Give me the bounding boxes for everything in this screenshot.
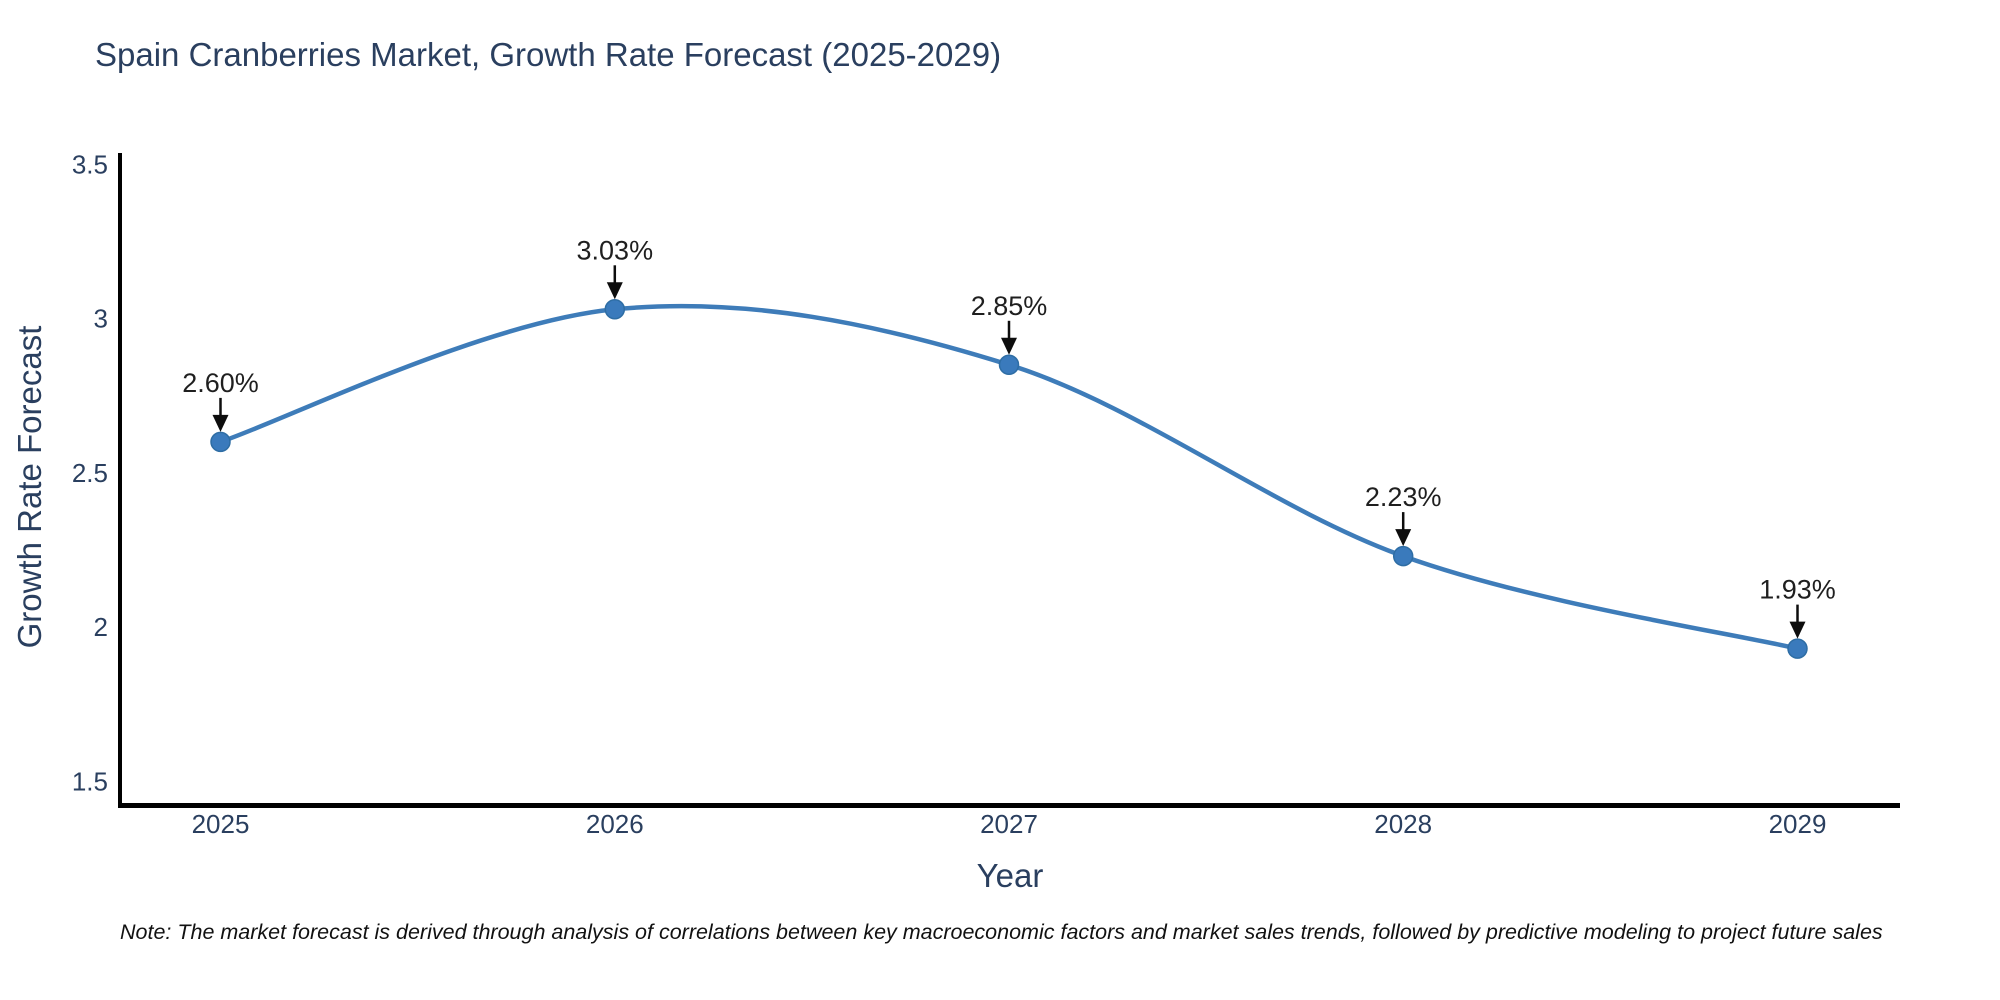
y-tick-label: 3 (94, 304, 108, 334)
annotation-arrowhead (212, 414, 229, 432)
data-point (1787, 638, 1808, 659)
data-point (210, 431, 231, 453)
annotation-arrowhead (1395, 529, 1412, 547)
annotation-label: 2.85% (971, 291, 1048, 321)
annotation-arrowhead (1789, 621, 1806, 639)
x-tick-label: 2028 (1374, 809, 1432, 839)
x-tick-label: 2025 (192, 809, 250, 839)
annotation-arrowhead (606, 282, 623, 300)
x-axis-title: Year (976, 857, 1044, 894)
y-axis-title: Growth Rate Forecast (11, 325, 48, 649)
footnote-text: Note: The market forecast is derived thr… (120, 920, 1883, 944)
annotation-label: 2.60% (182, 368, 259, 398)
annotation-arrowhead (1001, 337, 1017, 355)
chart-title: Spain Cranberries Market, Growth Rate Fo… (95, 36, 1002, 73)
x-tick-label: 2029 (1769, 809, 1827, 839)
y-tick-label: 2 (94, 612, 108, 642)
y-tick-label: 2.5 (72, 458, 108, 488)
annotation-label: 2.23% (1365, 482, 1442, 512)
data-point (604, 299, 626, 320)
annotation-label: 1.93% (1759, 575, 1836, 605)
data-point (998, 354, 1020, 376)
x-tick-label: 2026 (586, 809, 644, 839)
x-tick-label: 2027 (980, 809, 1038, 839)
data-point (1392, 545, 1414, 567)
annotation-label: 3.03% (577, 235, 654, 265)
y-tick-label: 1.5 (72, 766, 108, 796)
y-tick-label: 3.5 (72, 149, 108, 179)
